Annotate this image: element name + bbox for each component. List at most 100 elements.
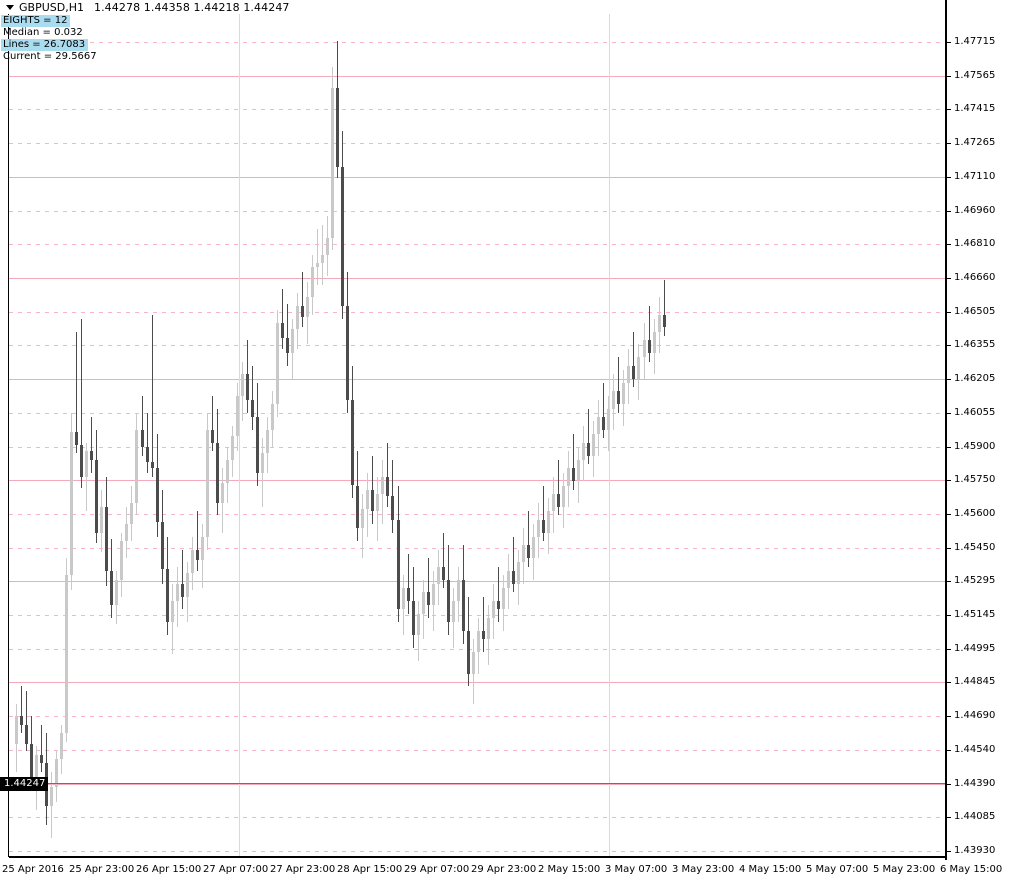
indicator-row: Median = 0.032 — [3, 27, 83, 38]
price-tick-mark — [947, 143, 951, 144]
candle-body — [151, 461, 154, 469]
candle-wick — [86, 442, 87, 512]
candle-body — [211, 429, 214, 443]
current-price-line — [9, 783, 945, 784]
candle-body — [246, 374, 249, 400]
candle-body — [191, 549, 194, 574]
candle-body — [532, 536, 535, 559]
candle-body — [361, 509, 364, 529]
price-tick-mark — [947, 514, 951, 515]
gridline-dashed — [9, 345, 945, 346]
time-tick-label: 27 Apr 07:00 — [203, 864, 269, 875]
candle-body — [201, 536, 204, 561]
gridline-solid — [9, 278, 945, 279]
candle-body — [166, 568, 169, 623]
price-tick-mark — [947, 682, 951, 683]
price-tick-mark — [947, 76, 951, 77]
candle-body — [632, 365, 635, 379]
candle-body — [582, 442, 585, 460]
time-tick-label: 25 Apr 2016 — [2, 864, 64, 875]
candle-body — [206, 429, 209, 537]
price-tick-mark — [947, 750, 951, 751]
time-axis[interactable]: 25 Apr 2016 25 Apr 23:00 26 Apr 15:00 27 Ap… — [0, 859, 1002, 887]
price-tick-label: 1.47110 — [954, 171, 996, 182]
candle-body — [376, 494, 379, 512]
candle-wick — [528, 511, 529, 567]
price-axis-border — [945, 0, 947, 860]
candle-body — [80, 444, 83, 477]
candle-body — [622, 382, 625, 405]
candle-body — [336, 87, 339, 168]
candle-body — [326, 237, 329, 255]
candle-body — [356, 485, 359, 529]
price-tick-mark — [947, 278, 951, 279]
candle-body — [487, 618, 490, 640]
candle-body — [115, 579, 118, 606]
candle-body — [587, 442, 590, 456]
price-tick-mark — [947, 817, 951, 818]
candle-body — [256, 417, 259, 473]
price-tick-label: 1.43930 — [954, 845, 996, 856]
gridline-dashed — [9, 548, 945, 549]
candle-body — [296, 305, 299, 330]
candle-body — [281, 323, 284, 339]
price-tick-mark — [947, 581, 951, 582]
candle-body — [577, 459, 580, 482]
candle-body — [161, 521, 164, 569]
candle-body — [407, 588, 410, 601]
price-tick-mark — [947, 615, 951, 616]
candle-wick — [483, 596, 484, 653]
candle-body — [90, 451, 93, 460]
gridline-dashed — [9, 211, 945, 212]
price-tick-label: 1.44690 — [954, 710, 996, 721]
gridline-dashed — [9, 615, 945, 616]
candle-body — [452, 600, 455, 623]
candle-body — [85, 451, 88, 477]
time-tick-label: 3 May 07:00 — [605, 864, 668, 875]
candle-wick — [392, 459, 393, 533]
price-tick-label: 1.44390 — [954, 778, 996, 789]
candle-body — [346, 305, 349, 400]
candle-body — [517, 562, 520, 584]
time-tick-label: 27 Apr 23:00 — [270, 864, 336, 875]
candle-body — [221, 483, 224, 503]
time-tick-label: 2 May 15:00 — [538, 864, 601, 875]
candle-wick — [387, 442, 388, 507]
candle-wick — [252, 365, 253, 430]
candle-body — [105, 506, 108, 571]
price-tick-label: 1.46505 — [954, 306, 996, 317]
gridline-dashed — [9, 244, 945, 245]
candle-body — [176, 583, 179, 601]
candle-body — [567, 468, 570, 486]
candle-body — [60, 733, 63, 760]
candle-body — [316, 263, 319, 268]
candle-body — [196, 549, 199, 561]
price-tick-label: 1.45750 — [954, 474, 996, 485]
gridline-dashed — [9, 514, 945, 515]
price-tick-label: 1.45295 — [954, 575, 996, 586]
candle-body — [482, 630, 485, 640]
candle-body — [417, 613, 420, 636]
price-tick-label: 1.45900 — [954, 441, 996, 452]
candle-body — [125, 523, 128, 542]
candle-body — [261, 453, 264, 473]
candle-wick — [147, 412, 148, 473]
gridline-dashed — [9, 143, 945, 144]
price-plot-area[interactable] — [9, 0, 945, 856]
candle-body — [432, 583, 435, 606]
candle-body — [507, 571, 510, 589]
candle-wick — [664, 280, 665, 336]
ohlc-values: 1.44278 1.44358 1.44218 1.44247 — [93, 0, 290, 14]
time-tick-label: 6 May 15:00 — [940, 864, 1003, 875]
chevron-down-icon[interactable] — [6, 4, 14, 10]
gridline-dashed — [9, 312, 945, 313]
price-tick-label: 1.46660 — [954, 272, 996, 283]
price-axis[interactable]: 1.47715 1.47565 1.47415 1.47265 1.47110 1.469… — [947, 0, 1017, 860]
candle-wick — [588, 408, 589, 465]
gridline-dashed — [9, 716, 945, 717]
price-tick-mark — [947, 109, 951, 110]
candle-body — [391, 496, 394, 520]
time-tick-label: 25 Apr 23:00 — [69, 864, 135, 875]
candle-body — [100, 506, 103, 533]
candle-wick — [618, 357, 619, 413]
